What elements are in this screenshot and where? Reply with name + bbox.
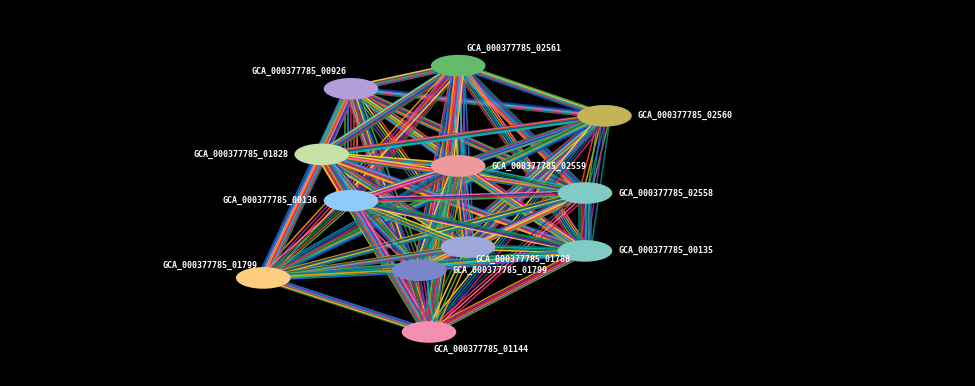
Circle shape [431,55,486,76]
Text: GCA_000377785_02558: GCA_000377785_02558 [618,188,713,198]
Text: GCA_000377785_02559: GCA_000377785_02559 [491,161,586,171]
Text: GCA_000377785_01144: GCA_000377785_01144 [434,345,528,354]
Text: GCA_000377785_00926: GCA_000377785_00926 [252,67,346,76]
Text: GCA_000377785_00135: GCA_000377785_00135 [618,246,713,256]
Text: GCA_000377785_01799: GCA_000377785_01799 [452,266,547,275]
Circle shape [236,267,291,289]
Circle shape [402,321,456,343]
Text: GCA_000377785_01799: GCA_000377785_01799 [163,261,257,270]
Text: GCA_000377785_00136: GCA_000377785_00136 [223,196,318,205]
Circle shape [294,144,349,165]
Circle shape [324,190,378,212]
Circle shape [324,78,378,100]
Circle shape [577,105,632,127]
Text: GCA_000377785_02560: GCA_000377785_02560 [638,111,732,120]
Circle shape [431,155,486,177]
Circle shape [392,259,447,281]
Text: GCA_000377785_01788: GCA_000377785_01788 [476,255,570,264]
Text: GCA_000377785_01828: GCA_000377785_01828 [194,150,289,159]
Circle shape [441,236,495,258]
Circle shape [558,182,612,204]
Text: GCA_000377785_02561: GCA_000377785_02561 [466,44,561,53]
Circle shape [558,240,612,262]
